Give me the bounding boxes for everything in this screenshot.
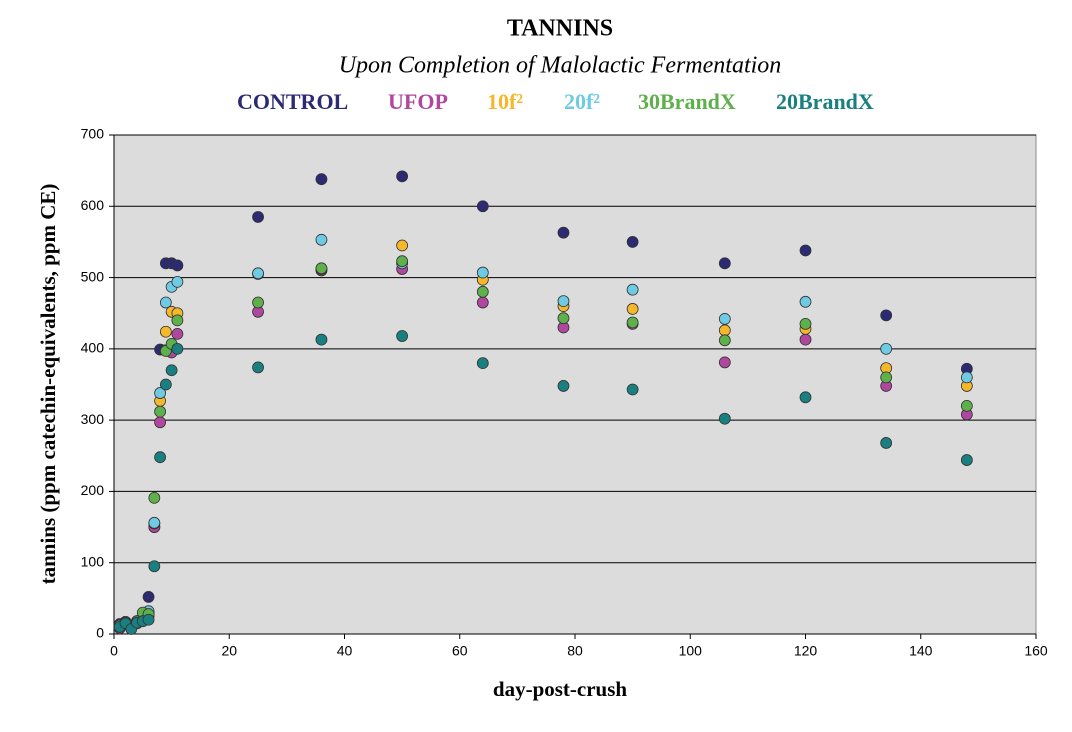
data-point (315, 233, 328, 246)
data-point (148, 491, 161, 504)
legend-entry: UFOP (388, 89, 448, 114)
data-point (396, 239, 409, 252)
legend-entry: 30BrandX (638, 89, 736, 114)
y-tick-label: 300 (81, 411, 105, 427)
data-point (718, 313, 731, 325)
data-point (476, 357, 489, 370)
data-point (626, 383, 639, 396)
data-point (165, 364, 178, 377)
y-tick-label: 0 (96, 625, 104, 641)
data-point (154, 387, 167, 399)
data-point (718, 334, 731, 347)
data-point (799, 295, 812, 308)
data-point (626, 283, 639, 296)
data-point (476, 296, 489, 309)
y-tick-label: 200 (81, 482, 105, 498)
data-point (718, 356, 731, 369)
data-point (557, 226, 570, 239)
data-point (396, 170, 409, 183)
data-point (880, 371, 893, 384)
x-axis-label: day-post-crush (493, 677, 628, 701)
data-point (171, 275, 184, 288)
y-tick-label: 700 (81, 126, 105, 142)
data-point (252, 361, 264, 374)
x-tick-label: 160 (1024, 643, 1048, 659)
data-point (626, 303, 639, 315)
data-point (396, 330, 409, 342)
y-axis-label: tannins (ppm catechin-equivalents, ppm C… (36, 184, 60, 585)
data-point (171, 259, 184, 272)
data-point (718, 257, 731, 270)
data-point (880, 342, 893, 355)
x-tick-label: 40 (337, 643, 353, 659)
legend-entry: 20f² (564, 89, 600, 114)
y-tick-label: 100 (81, 553, 105, 569)
data-point (148, 560, 161, 573)
data-point (476, 200, 489, 213)
data-point (171, 314, 184, 327)
chart-subtitle: Upon Completion of Malolactic Fermentati… (339, 53, 782, 79)
legend-entry: 10f² (487, 89, 523, 114)
data-point (476, 285, 489, 298)
x-tick-label: 60 (452, 643, 468, 659)
data-point (799, 244, 812, 257)
data-point (315, 333, 328, 346)
chart-title: TANNINS (507, 16, 613, 42)
x-tick-label: 80 (567, 643, 583, 659)
data-point (557, 312, 570, 325)
data-point (718, 324, 731, 337)
data-point (159, 325, 172, 338)
data-point (799, 333, 812, 346)
data-point (315, 262, 328, 275)
data-point (396, 255, 409, 268)
y-tick-label: 600 (81, 197, 105, 213)
data-point (880, 309, 893, 322)
data-point (154, 405, 167, 418)
data-point (960, 454, 973, 466)
x-tick-label: 100 (679, 643, 703, 659)
data-point (159, 296, 172, 309)
data-point (171, 342, 184, 355)
legend-entry: CONTROL (237, 89, 348, 114)
data-point (159, 378, 172, 391)
data-point (557, 380, 570, 392)
x-tick-label: 140 (909, 643, 933, 659)
data-point (799, 318, 812, 330)
data-point (960, 371, 973, 384)
data-point (315, 173, 328, 186)
legend-entry: 20BrandX (776, 89, 874, 114)
plot-area (113, 134, 1037, 635)
x-tick-label: 0 (110, 643, 118, 659)
x-tick-label: 20 (221, 643, 237, 659)
data-point (252, 211, 264, 223)
data-point (142, 613, 155, 626)
x-tick-label: 120 (794, 643, 818, 659)
data-point (960, 399, 973, 412)
y-tick-label: 400 (81, 340, 105, 356)
data-point (799, 391, 812, 404)
y-tick-label: 500 (81, 268, 105, 284)
data-point (252, 267, 264, 280)
data-point (626, 236, 639, 248)
data-point (476, 266, 489, 279)
data-point (171, 327, 184, 340)
data-point (154, 416, 167, 429)
data-point (148, 516, 161, 529)
data-point (626, 316, 639, 329)
data-point (557, 295, 570, 307)
data-point (718, 412, 731, 425)
data-point (880, 437, 893, 449)
data-point (252, 296, 264, 309)
data-point (154, 451, 167, 464)
data-point (142, 591, 155, 603)
